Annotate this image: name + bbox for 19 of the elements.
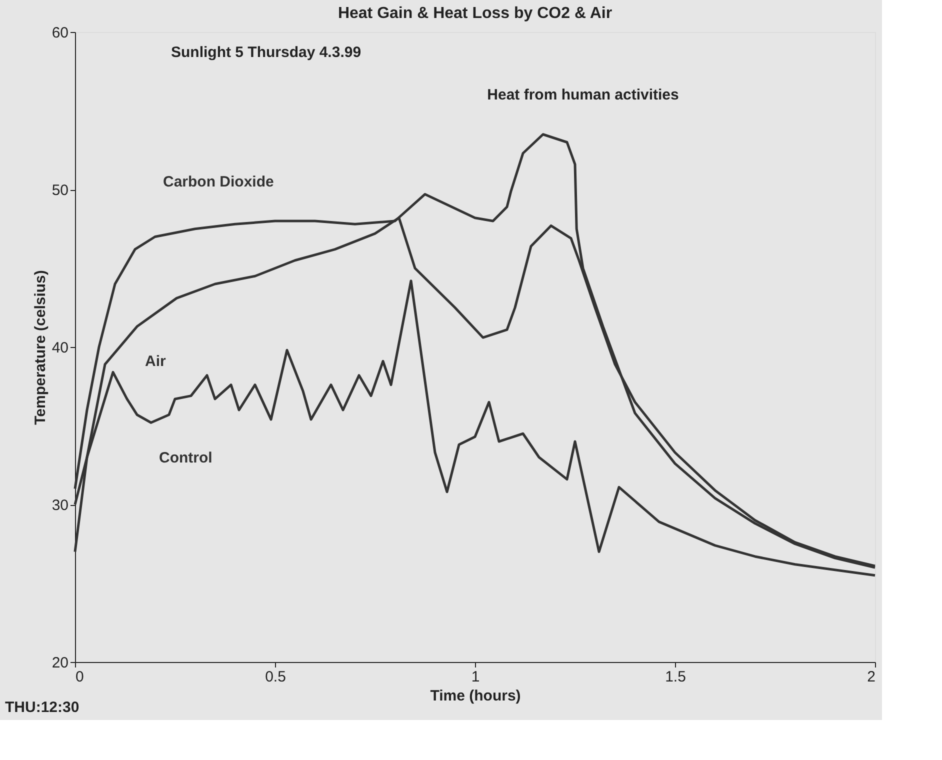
y-tick-label: 20 [52,654,68,672]
x-tick-label: 2 [867,668,876,686]
chart-title: Heat Gain & Heat Loss by CO2 & Air [338,5,612,22]
series-label: Air [145,353,166,370]
y-tick-label: 50 [52,182,68,199]
x-axis-title: Time (hours) [430,688,521,704]
y-tick-label: 30 [52,497,68,514]
y-axis-title: Temperature (celsius) [32,270,49,425]
x-tick-label: 1 [471,668,480,686]
series-label: Control [159,449,212,466]
annotation: Sunlight 5 Thursday 4.3.99 [171,44,362,61]
y-tick-label: 60 [52,24,68,42]
text: Carbon Dioxide [163,174,274,191]
x-tick-label: 0 [76,668,84,686]
x-tick-label: 1.5 [665,668,686,686]
x-tick-label: 0.5 [265,668,286,686]
text: THU:12:30 [5,699,80,716]
annotation: Heat from human activities [487,86,679,104]
y-tick-label: 40 [52,340,68,356]
